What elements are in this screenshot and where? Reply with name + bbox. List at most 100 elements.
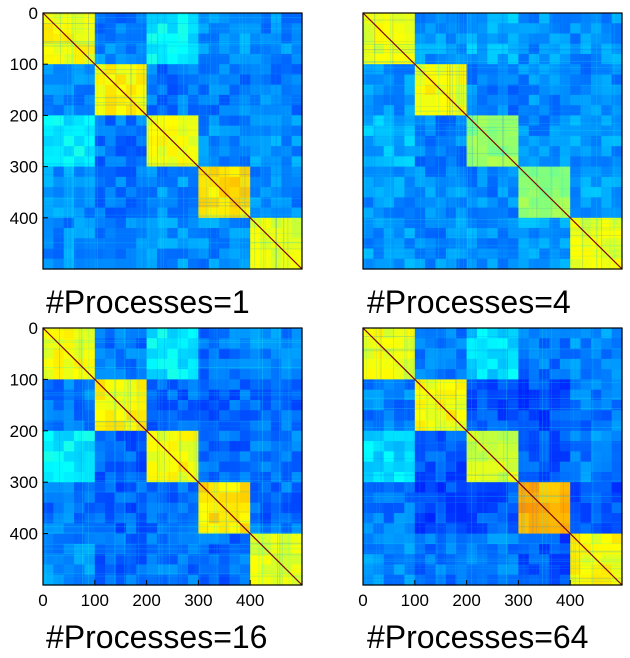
heatmap-cell [239, 217, 251, 229]
heatmap-cell [425, 554, 437, 566]
heatmap-cell [404, 513, 416, 524]
heatmap-cell [260, 125, 272, 137]
heatmap-cell [198, 207, 210, 219]
heatmap-cell [487, 238, 499, 250]
heatmap-cell [476, 502, 488, 514]
heatmap-cell [105, 53, 117, 65]
heatmap-streak [43, 526, 302, 528]
heatmap-cell [580, 441, 592, 452]
heatmap-cell [208, 33, 220, 45]
heatmap-streak [392, 13, 394, 269]
heatmap-cell [476, 389, 488, 401]
heatmap-cell [198, 420, 210, 432]
heatmap-cell [414, 461, 426, 473]
heatmap-cell [84, 338, 96, 350]
heatmap-cell [208, 228, 220, 239]
heatmap-cell [270, 482, 282, 494]
heatmap-cell [43, 135, 54, 147]
heatmap-streak [43, 421, 302, 423]
heatmap-cell [219, 369, 231, 380]
heatmap-cell [570, 53, 582, 65]
heatmap-cell [219, 523, 231, 535]
heatmap-cell [601, 197, 613, 209]
heatmap-streak [363, 521, 622, 523]
heatmap-cell [508, 461, 519, 473]
heatmap-cell [580, 379, 592, 391]
heatmap-cell [435, 197, 447, 209]
heatmap-cell [476, 399, 488, 411]
heatmap-cell [528, 228, 540, 239]
heatmap-cell [43, 187, 54, 198]
heatmap-streak [436, 328, 438, 585]
heatmap-cell [549, 348, 561, 360]
heatmap-cell [363, 399, 374, 411]
heatmap-cell [580, 64, 592, 76]
heatmap-cell [528, 156, 540, 168]
heatmap-cell [270, 461, 282, 473]
heatmap-cell [188, 43, 199, 55]
heatmap-cell [260, 430, 272, 442]
heatmap-cell [167, 33, 179, 45]
heatmap-cell [53, 238, 65, 250]
heatmap-cell [383, 410, 395, 422]
heatmap-cell [156, 513, 168, 524]
heatmap-cell [208, 513, 220, 524]
heatmap-cell [198, 84, 210, 96]
heatmap-cell [94, 238, 106, 250]
heatmap-cell [84, 228, 96, 239]
heatmap-cell [84, 156, 96, 168]
heatmap-cell [445, 523, 457, 535]
heatmap-cell [229, 94, 241, 106]
heatmap-cell [291, 33, 303, 45]
heatmap-cell [239, 461, 251, 473]
heatmap-cell [239, 410, 251, 422]
heatmap-streak [158, 328, 160, 585]
heatmap-cell [219, 564, 231, 576]
heatmap-cell [84, 33, 96, 45]
heatmap-cell [105, 43, 117, 55]
heatmap-cell [53, 348, 65, 360]
heatmap-cell [394, 94, 406, 106]
heatmap-cell [559, 217, 571, 229]
heatmap-streak [471, 328, 473, 585]
heatmap-cell [456, 84, 468, 96]
heatmap-cell [528, 451, 540, 463]
heatmap-cell [559, 430, 571, 442]
heatmap-cell [188, 410, 199, 422]
heatmap-streak [503, 13, 505, 269]
heatmap-cell [487, 228, 499, 239]
heatmap-cell [570, 166, 582, 178]
heatmap-cell [239, 33, 251, 45]
heatmap-cell [373, 43, 385, 55]
heatmap-cell [445, 197, 457, 209]
heatmap-cell [518, 492, 530, 504]
heatmap-cell [404, 471, 416, 483]
heatmap-streak [363, 473, 622, 475]
heatmap-cell [394, 564, 406, 576]
heatmap-cell [281, 471, 293, 483]
heatmap-cell [611, 471, 623, 483]
heatmap-cell [250, 441, 262, 452]
heatmap-cell [539, 176, 551, 188]
heatmap-cell [177, 410, 189, 422]
heatmap-cell [250, 115, 262, 127]
heatmap-cell [383, 84, 395, 96]
heatmap-cell [601, 33, 613, 45]
heatmap-cell [445, 125, 457, 137]
heatmap-cell [425, 441, 437, 452]
heatmap-streak [148, 13, 149, 269]
heatmap-cell [363, 574, 374, 586]
heatmap-cell [466, 420, 478, 432]
heatmap-cell [456, 369, 468, 380]
heatmap-cell [570, 84, 582, 96]
heatmap-cell [94, 258, 106, 270]
heatmap-cell [414, 258, 426, 270]
heatmap-cell [590, 461, 602, 473]
heatmap-cell [177, 482, 189, 494]
heatmap-cell [198, 125, 210, 137]
heatmap-cell [84, 410, 96, 422]
heatmap-cell [260, 348, 272, 360]
heatmap-cell [63, 492, 75, 504]
heatmap-cell [53, 574, 65, 586]
heatmap-cell [167, 564, 179, 576]
